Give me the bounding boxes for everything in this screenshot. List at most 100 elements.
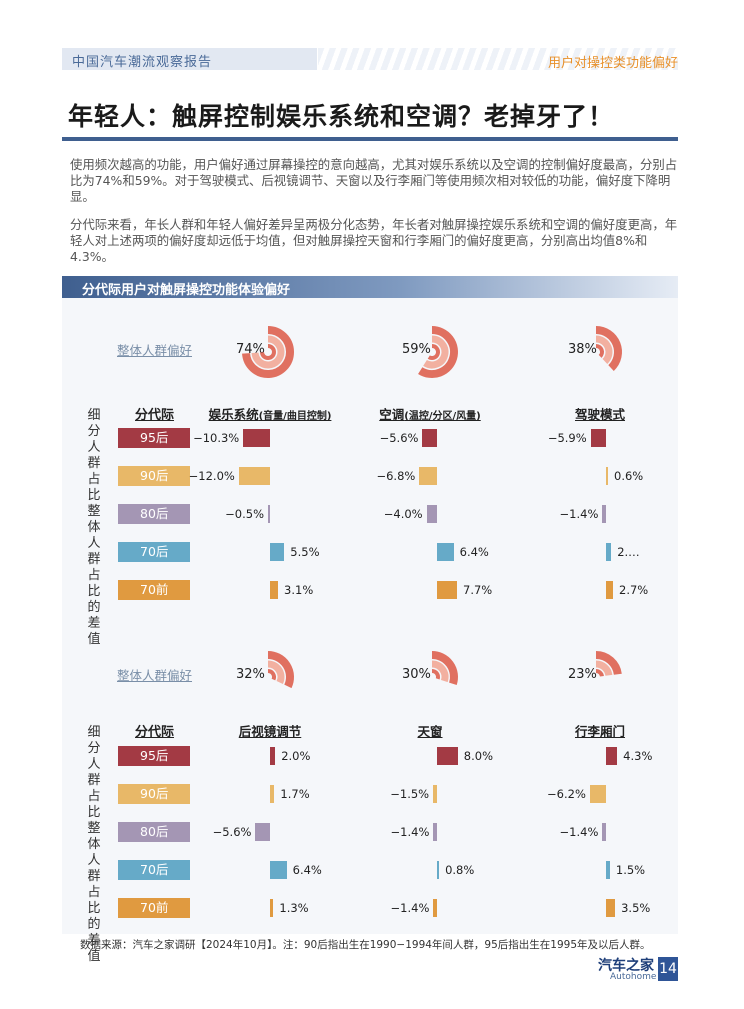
bar-0-1 <box>238 467 270 485</box>
bar-2-1 <box>606 467 608 485</box>
category-header-0: 娱乐系统(音量/曲目控制) <box>209 404 332 423</box>
value-label-2-0: −5.9% <box>547 431 587 445</box>
category-header-3: 后视镜调节 <box>239 721 302 740</box>
category-name-5: 行李厢门 <box>574 724 626 739</box>
bar-5-4 <box>606 899 616 917</box>
category-sub-1: (温控/分区/风量) <box>404 411 481 422</box>
bar-1-4 <box>437 581 458 599</box>
value-label-1-1: −6.8% <box>376 469 416 483</box>
value-label-3-0: 2.0% <box>281 749 311 763</box>
bar-2-2 <box>602 505 606 523</box>
category-header-2: 驾驶模式 <box>575 404 625 423</box>
value-label-0-1: −12.0% <box>188 469 235 483</box>
bar-5-2 <box>602 823 606 841</box>
bar-0-0 <box>243 429 270 447</box>
value-label-3-1: 1.7% <box>280 787 310 801</box>
bar-5-0 <box>606 747 618 765</box>
generation-label-0-4: 70前 <box>118 580 190 600</box>
overall-pct-4: 30% <box>402 667 431 682</box>
value-label-5-2: −1.4% <box>559 825 599 839</box>
generation-label-0-2: 80后 <box>118 504 190 524</box>
generation-header-0: 分代际 <box>135 408 175 423</box>
gauge-1-ring-1 <box>423 335 449 369</box>
gauge-5-ring-2 <box>595 669 604 677</box>
generation-label-0-3: 70后 <box>118 542 190 562</box>
bar-3-2 <box>255 823 270 841</box>
value-label-2-3: 2.… <box>617 545 640 559</box>
value-label-4-0: 8.0% <box>463 749 494 763</box>
overall-pct-2: 38% <box>568 342 597 357</box>
paragraph-2: 分代际来看，年长人群和年轻人偏好差异呈两极分化态势，年长者对触屏操控娱乐系统和空… <box>70 217 678 264</box>
value-label-1-4: 7.7% <box>463 583 493 597</box>
generation-label-1-1: 90后 <box>118 784 190 804</box>
category-sub-0: (音量/曲目控制) <box>258 411 332 422</box>
category-header-4: 天窗 <box>417 721 442 740</box>
overall-pct-5: 23% <box>568 667 597 682</box>
bar-1-3 <box>437 543 454 561</box>
side-label-1: 细分人群占比整体人群占比的差值 <box>87 725 101 964</box>
value-label-2-1: 0.6% <box>614 469 644 483</box>
bar-3-4 <box>270 899 274 917</box>
category-name-4: 天窗 <box>417 724 443 739</box>
gauge-4-ring-0 <box>431 651 458 686</box>
value-label-4-3: 0.8% <box>445 863 475 877</box>
header-section-title: 用户对操控类功能偏好 <box>547 56 678 71</box>
bar-2-4 <box>606 581 614 599</box>
category-header-5: 行李厢门 <box>575 721 625 740</box>
value-label-4-4: −1.4% <box>390 901 430 915</box>
gauge-0-ring-2 <box>260 344 276 360</box>
page-number: 14 <box>658 957 678 981</box>
gauge-4 <box>431 651 458 686</box>
value-label-0-2: −0.5% <box>225 507 264 521</box>
bar-0-2 <box>268 505 270 523</box>
gauge-0 <box>242 326 294 378</box>
overall-label-1: 整体人群偏好 <box>117 668 193 683</box>
gauge-1-ring-2 <box>427 344 440 360</box>
gauge-5 <box>595 651 622 677</box>
value-label-1-3: 6.4% <box>459 545 489 559</box>
overall-label-0: 整体人群偏好 <box>117 343 193 358</box>
side-label-0: 细分人群占比整体人群占比的差值 <box>87 408 101 647</box>
bar-0-3 <box>270 543 285 561</box>
page-title: 年轻人：触屏控制娱乐系统和空调？老掉牙了！ <box>68 102 615 131</box>
bar-4-2 <box>433 823 437 841</box>
bar-1-2 <box>426 505 437 523</box>
bar-4-4 <box>433 899 437 917</box>
bar-4-3 <box>437 861 440 879</box>
value-label-3-3: 6.4% <box>292 863 322 877</box>
value-label-5-0: 4.3% <box>623 749 653 763</box>
gauge-5-ring-0 <box>595 651 622 676</box>
category-name-3: 后视镜调节 <box>238 724 302 739</box>
bar-3-0 <box>270 747 276 765</box>
gauge-2-ring-2 <box>595 344 604 358</box>
bar-1-1 <box>419 467 437 485</box>
gauge-1 <box>418 326 458 378</box>
value-label-2-4: 2.7% <box>619 583 649 597</box>
gauge-0-ring-0 <box>242 326 294 378</box>
value-label-2-2: −1.4% <box>559 507 599 521</box>
value-label-3-2: −5.6% <box>212 825 252 839</box>
gauge-3-ring-1 <box>267 660 285 685</box>
category-name-1: 空调 <box>379 407 405 422</box>
bar-0-4 <box>270 581 279 599</box>
gauge-0-ring-1 <box>251 335 285 369</box>
bar-3-1 <box>270 785 275 803</box>
paragraph-1: 使用频次越高的功能，用户偏好通过屏幕操控的意向越高，尤其对娱乐系统以及空调的控制… <box>70 157 678 204</box>
category-header-1: 空调(温控/分区/风量) <box>379 404 480 423</box>
generation-label-0-0: 95后 <box>118 428 190 448</box>
value-label-0-0: −10.3% <box>193 431 240 445</box>
gauge-2-ring-0 <box>595 326 622 371</box>
gauge-3-ring-2 <box>267 669 276 681</box>
autohome-logo-en: Autohome <box>610 972 657 982</box>
gauge-4-ring-2 <box>431 669 440 680</box>
bar-1-0 <box>422 429 437 447</box>
section-header: 分代际用户对触屏操控功能体验偏好 <box>62 276 678 298</box>
section-title: 分代际用户对触屏操控功能体验偏好 <box>82 283 291 298</box>
header-report-tag: 中国汽车潮流观察报告 <box>62 48 317 70</box>
generation-label-1-4: 70前 <box>118 898 190 918</box>
gauge-5-ring-1 <box>595 660 613 677</box>
overall-pct-3: 32% <box>236 667 265 682</box>
gauge-3 <box>267 651 294 689</box>
category-name-2: 驾驶模式 <box>574 407 626 422</box>
bar-2-0 <box>590 429 606 447</box>
